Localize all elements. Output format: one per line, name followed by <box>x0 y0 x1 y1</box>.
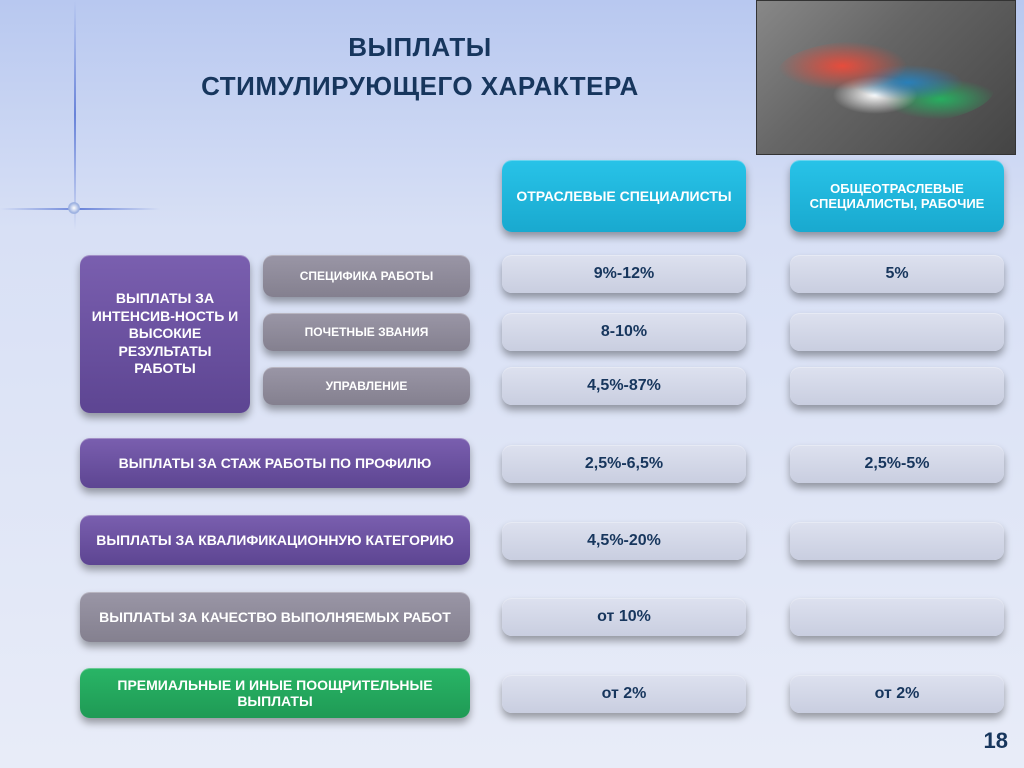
val-c2-r6 <box>790 598 1004 636</box>
subrow-3-label: УПРАВЛЕНИЕ <box>326 379 408 393</box>
col-header-1: ОТРАСЛЕВЫЕ СПЕЦИАЛИСТЫ <box>502 160 746 232</box>
subrow-2-label: ПОЧЕТНЫЕ ЗВАНИЯ <box>305 325 429 339</box>
row-5-label: ВЫПЛАТЫ ЗА КВАЛИФИКАЦИОННУЮ КАТЕГОРИЮ <box>96 532 454 548</box>
subrow-3: УПРАВЛЕНИЕ <box>263 367 470 405</box>
val-c2-r7: от 2% <box>790 675 1004 713</box>
val-c2-r3 <box>790 367 1004 405</box>
side-category-label: ВЫПЛАТЫ ЗА ИНТЕНСИВ-НОСТЬ И ВЫСОКИЕ РЕЗУ… <box>90 290 240 378</box>
page-title: ВЫПЛАТЫ СТИМУЛИРУЮЩЕГО ХАРАКТЕРА <box>140 28 700 106</box>
row-7-label: ПРЕМИАЛЬНЫЕ И ИНЫЕ ПООЩРИТЕЛЬНЫЕ ВЫПЛАТЫ <box>90 677 460 709</box>
val-c1-r4: 2,5%-6,5% <box>502 445 746 483</box>
val-c2-r1: 5% <box>790 255 1004 293</box>
subrow-2: ПОЧЕТНЫЕ ЗВАНИЯ <box>263 313 470 351</box>
col-header-2-label: ОБЩЕОТРАСЛЕВЫЕ СПЕЦИАЛИСТЫ, РАБОЧИЕ <box>790 181 1004 211</box>
val-c1-r5: 4,5%-20% <box>502 522 746 560</box>
row-6-label: ВЫПЛАТЫ ЗА КАЧЕСТВО ВЫПОЛНЯЕМЫХ РАБОТ <box>99 609 451 625</box>
val-c2-r4: 2,5%-5% <box>790 445 1004 483</box>
title-line-1: ВЫПЛАТЫ <box>140 28 700 67</box>
col-header-1-label: ОТРАСЛЕВЫЕ СПЕЦИАЛИСТЫ <box>516 188 731 204</box>
col-header-2: ОБЩЕОТРАСЛЕВЫЕ СПЕЦИАЛИСТЫ, РАБОЧИЕ <box>790 160 1004 232</box>
val-c1-r1: 9%-12% <box>502 255 746 293</box>
row-7: ПРЕМИАЛЬНЫЕ И ИНЫЕ ПООЩРИТЕЛЬНЫЕ ВЫПЛАТЫ <box>80 668 470 718</box>
val-c1-r2: 8-10% <box>502 313 746 351</box>
decor-line-center <box>68 202 80 214</box>
subrow-1-label: СПЕЦИФИКА РАБОТЫ <box>300 269 434 283</box>
val-c1-r3: 4,5%-87% <box>502 367 746 405</box>
val-c2-r2 <box>790 313 1004 351</box>
page-number: 18 <box>984 728 1008 754</box>
decor-line-h <box>0 208 160 210</box>
corner-photo <box>756 0 1016 155</box>
row-5: ВЫПЛАТЫ ЗА КВАЛИФИКАЦИОННУЮ КАТЕГОРИЮ <box>80 515 470 565</box>
row-4-label: ВЫПЛАТЫ ЗА СТАЖ РАБОТЫ ПО ПРОФИЛЮ <box>119 455 432 471</box>
val-c1-r7: от 2% <box>502 675 746 713</box>
val-c1-r6: от 10% <box>502 598 746 636</box>
side-category: ВЫПЛАТЫ ЗА ИНТЕНСИВ-НОСТЬ И ВЫСОКИЕ РЕЗУ… <box>80 255 250 413</box>
title-line-2: СТИМУЛИРУЮЩЕГО ХАРАКТЕРА <box>140 67 700 106</box>
decor-line-v <box>74 0 76 230</box>
row-4: ВЫПЛАТЫ ЗА СТАЖ РАБОТЫ ПО ПРОФИЛЮ <box>80 438 470 488</box>
subrow-1: СПЕЦИФИКА РАБОТЫ <box>263 255 470 297</box>
val-c2-r5 <box>790 522 1004 560</box>
row-6: ВЫПЛАТЫ ЗА КАЧЕСТВО ВЫПОЛНЯЕМЫХ РАБОТ <box>80 592 470 642</box>
